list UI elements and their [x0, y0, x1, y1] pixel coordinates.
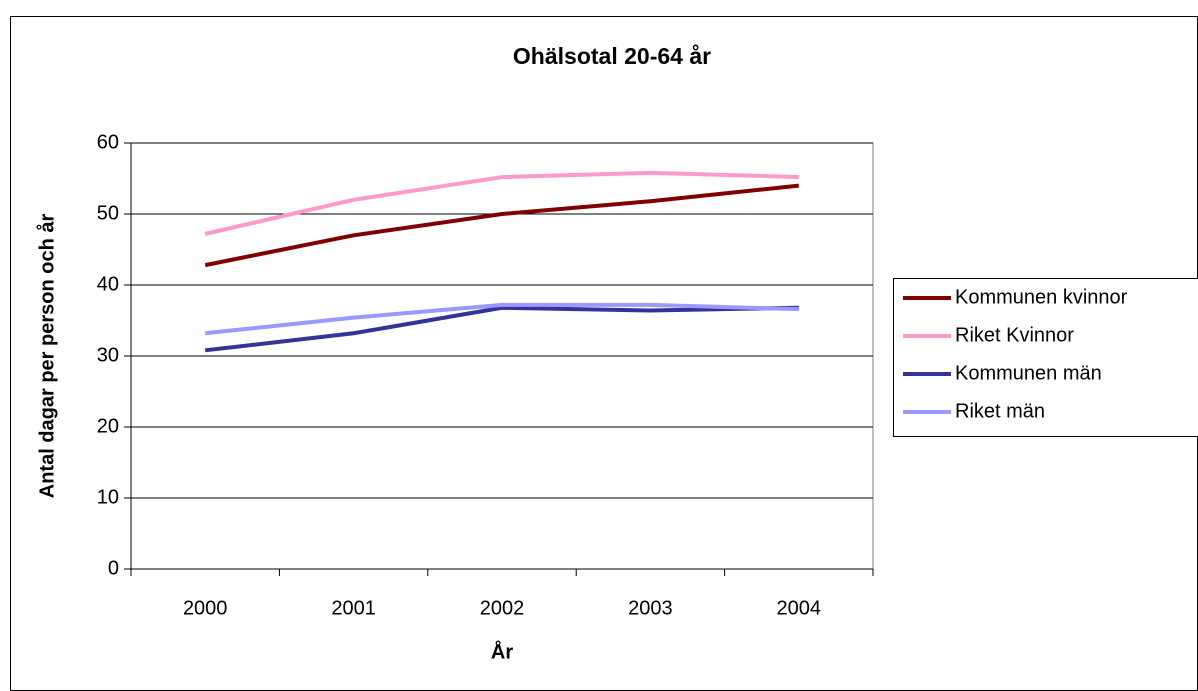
series-line	[204, 305, 799, 353]
series-line	[204, 183, 800, 268]
x-tick-label: 2000	[183, 597, 228, 619]
y-tick-label: 20	[97, 415, 119, 437]
series-line	[204, 170, 799, 236]
y-tick-label: 60	[97, 131, 119, 153]
x-axis-label: År	[491, 639, 513, 663]
y-tick-label: 30	[97, 344, 119, 366]
series-line	[204, 302, 799, 336]
x-tick-label: 2002	[480, 597, 525, 619]
x-tick-label: 2004	[777, 597, 822, 619]
y-tick-label: 10	[97, 486, 119, 508]
legend-label: Kommunen kvinnor	[955, 286, 1128, 308]
x-tick-label: 2001	[331, 597, 376, 619]
y-axis-label: Antal dagar per person och år	[35, 214, 58, 499]
legend-label: Riket Kvinnor	[955, 324, 1074, 346]
y-tick-label: 0	[108, 557, 119, 579]
legend-label: Riket män	[955, 400, 1045, 422]
chart-title: Ohälsotal 20-64 år	[513, 43, 711, 69]
x-tick-label: 2003	[628, 597, 673, 619]
y-tick-label: 50	[97, 202, 119, 224]
y-tick-label: 40	[97, 273, 119, 295]
legend-label: Kommunen män	[955, 362, 1102, 384]
